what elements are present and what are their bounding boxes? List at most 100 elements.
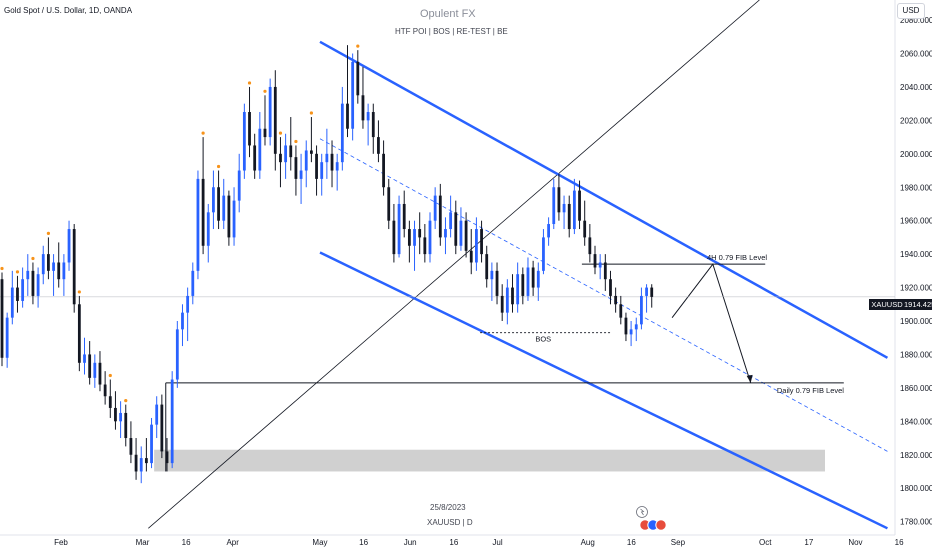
candle-body: [418, 229, 422, 238]
candle-body: [485, 254, 489, 280]
setup-subtitle: HTF POI | BOS | RE-TEST | BE: [395, 27, 508, 36]
candle-body: [603, 262, 607, 280]
candle-body: [77, 304, 81, 363]
candle-body: [284, 145, 288, 163]
candle-body: [67, 229, 71, 263]
candle-body: [531, 267, 535, 288]
channel-upper: [319, 40, 889, 359]
signal-dot: [309, 111, 313, 115]
candle-body: [196, 178, 200, 271]
price-tick-label: 1800.000: [900, 484, 932, 493]
channel-lower: [319, 251, 888, 530]
replay-icon[interactable]: [636, 506, 648, 518]
candle-body: [289, 145, 293, 158]
candle-body: [392, 220, 396, 255]
time-tick-label: 16: [182, 538, 191, 547]
signal-dot: [247, 81, 252, 85]
candle-body: [47, 254, 50, 271]
projection-arrowhead: [746, 374, 753, 383]
projection-path: [671, 263, 752, 384]
candle-body: [593, 254, 597, 268]
events-icon[interactable]: [639, 519, 667, 531]
candle-body: [273, 86, 277, 154]
candle-body: [134, 454, 138, 472]
candle-body: [444, 229, 447, 238]
signal-dot: [278, 131, 283, 135]
candle-body: [72, 229, 76, 305]
price-tick-label: 2040.000: [900, 83, 932, 92]
candle-body: [567, 203, 571, 230]
candle-body: [315, 153, 318, 179]
price-tick-label: 2020.000: [900, 116, 932, 125]
footer-symbol: XAUUSD | D: [427, 518, 473, 527]
candle-body: [31, 270, 35, 296]
candle-body: [186, 295, 190, 313]
candle-body: [634, 324, 638, 330]
price-tick-label: 2060.000: [900, 50, 932, 59]
time-tick-label: Aug: [581, 538, 595, 547]
time-tick-label: 16: [359, 538, 368, 547]
price-tick-label: 1880.000: [900, 350, 932, 359]
candle-body: [181, 312, 184, 330]
candle-body: [119, 412, 123, 422]
signal-dot: [15, 270, 20, 274]
candle-body: [103, 384, 107, 397]
candle-body: [237, 170, 241, 201]
candle-body: [206, 212, 210, 246]
footer-date: 25/8/2023: [430, 503, 466, 512]
time-axis[interactable]: Feb Mar 16 Apr May 16 Jun 16 Jul Aug 16 Sep Oct 17 Nov…: [54, 538, 904, 547]
symbol-title[interactable]: Gold Spot / U.S. Dollar, 1D, OANDA: [4, 6, 133, 15]
candle-body: [361, 95, 365, 121]
candle-body: [335, 162, 339, 171]
candle-body: [248, 112, 251, 146]
price-axis[interactable]: 1780.000 1800.000 1820.000 1840.000 1860.000…: [900, 16, 932, 527]
candle-body: [253, 145, 257, 171]
zone-rect: [154, 449, 825, 472]
price-tick-label: 1980.000: [900, 183, 932, 192]
brand-watermark: Opulent FX: [420, 8, 476, 20]
price-tick-label: 1860.000: [900, 384, 932, 393]
candle-body: [10, 287, 14, 318]
currency-button[interactable]: USD: [897, 3, 925, 19]
candle-body: [521, 274, 525, 296]
candle-body: [536, 270, 540, 288]
candles: [0, 44, 654, 484]
candle-body: [279, 153, 282, 163]
candle-body: [614, 295, 618, 305]
candle-body: [16, 287, 19, 301]
candle-body: [505, 287, 509, 313]
candle-body: [495, 270, 499, 296]
candle-body: [258, 128, 262, 171]
candle-body: [356, 61, 360, 96]
candle-body: [325, 153, 329, 163]
candle-body: [377, 137, 380, 154]
candle-body: [309, 150, 313, 154]
candle-body: [26, 270, 30, 280]
signal-dot: [263, 89, 267, 93]
time-tick-label: Mar: [136, 538, 150, 547]
candle-body: [578, 190, 581, 221]
candle-body: [526, 267, 530, 296]
candle-body: [155, 404, 159, 425]
demand-zone: [154, 449, 825, 472]
candle-body: [459, 220, 463, 246]
candle-body: [433, 195, 437, 221]
candle-body: [57, 262, 61, 280]
candle-body: [144, 458, 148, 464]
axis-background: [895, 0, 932, 550]
candle-body: [320, 162, 324, 179]
candle-body: [268, 86, 272, 138]
candle-body: [402, 203, 406, 230]
time-tick-label: 17: [804, 538, 813, 547]
signal-dot: [124, 398, 128, 403]
candle-body: [304, 150, 308, 171]
time-tick-label: Oct: [759, 538, 772, 547]
candle-body: [438, 195, 442, 238]
candle-body: [650, 287, 654, 297]
candle-body: [52, 262, 55, 271]
candle-body: [624, 317, 628, 335]
signal-dot: [46, 231, 51, 236]
candle-body: [217, 187, 220, 221]
time-tick-label: 16: [627, 538, 636, 547]
